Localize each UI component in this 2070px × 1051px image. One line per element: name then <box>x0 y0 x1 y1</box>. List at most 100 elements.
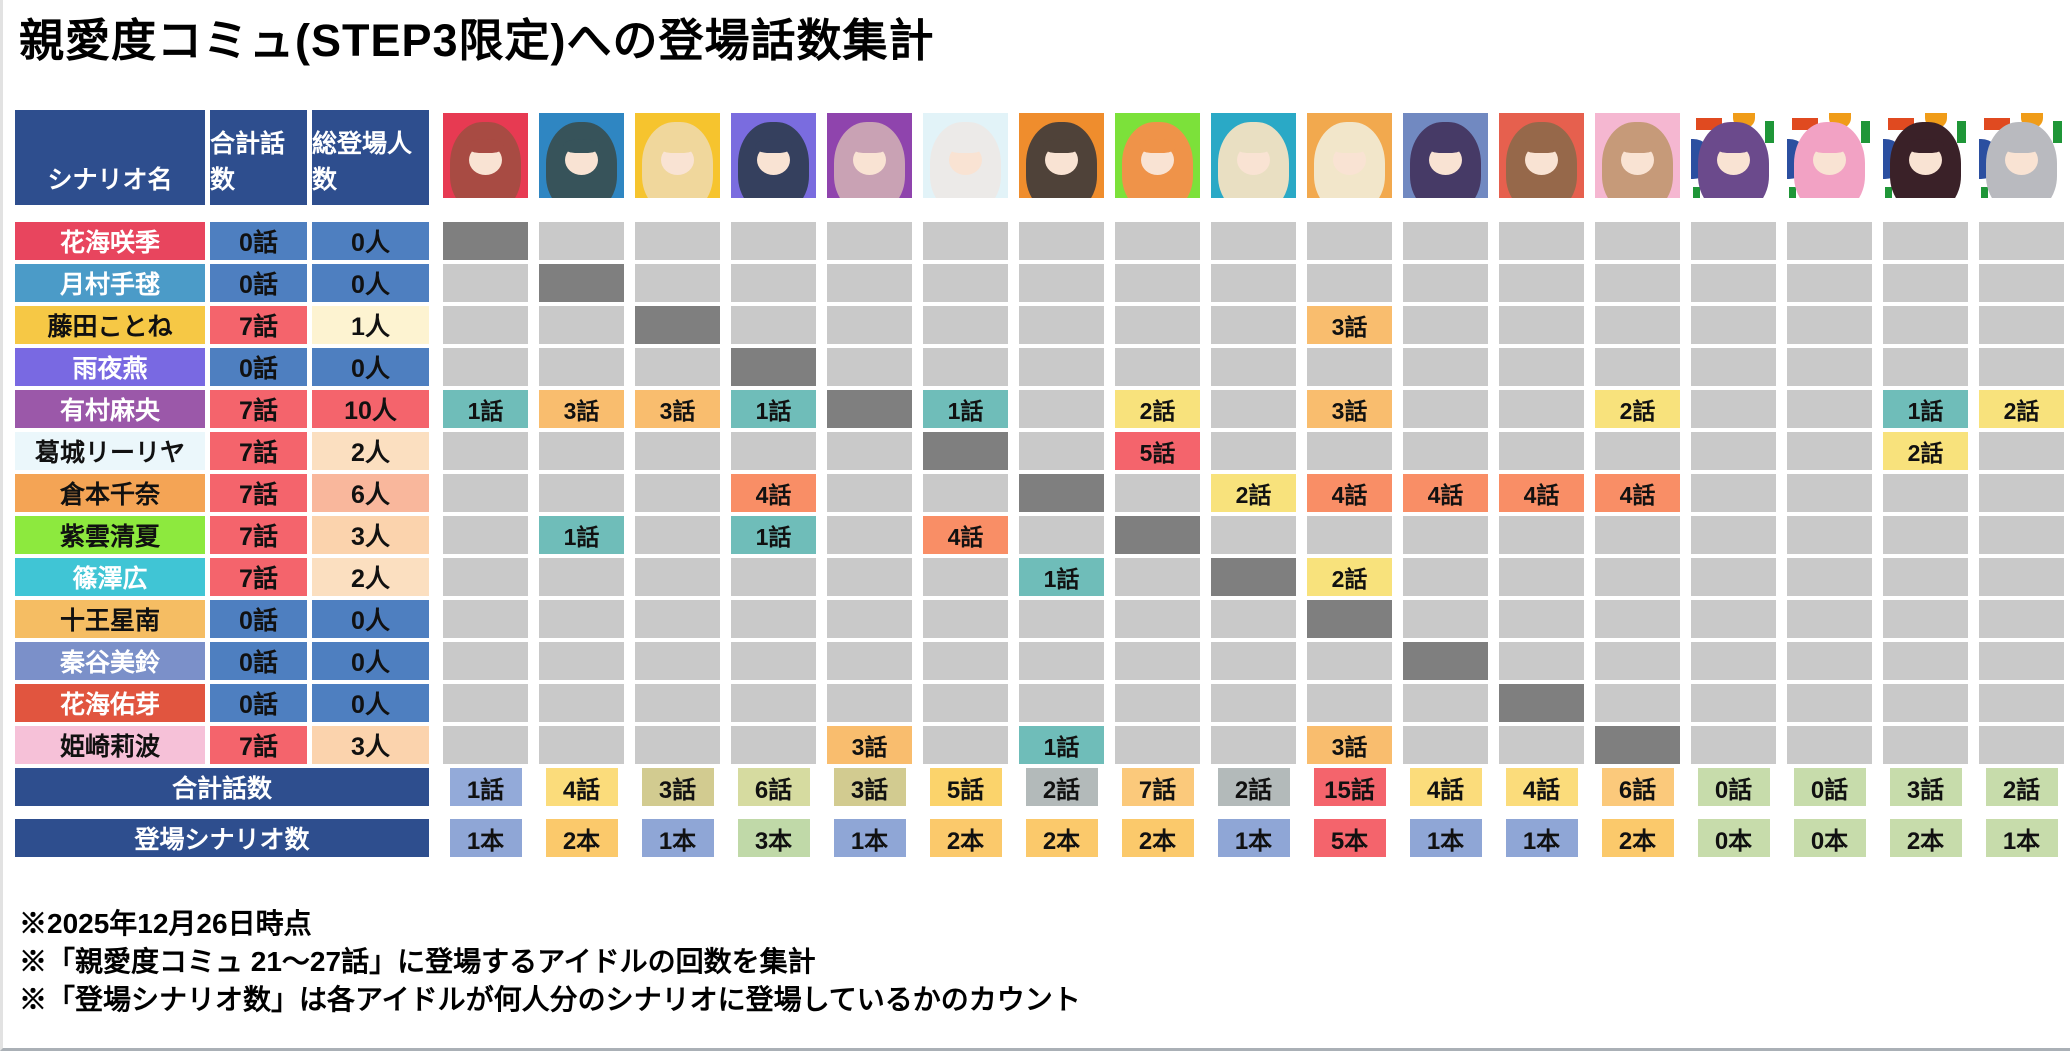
idol-avatar-5 <box>827 110 912 205</box>
total-slot: 15話 <box>1307 768 1392 806</box>
self-cell <box>1403 642 1488 680</box>
column-total-scenarios-cell: 1本 <box>1505 819 1578 857</box>
column-total-scenarios-cell: 2本 <box>1601 819 1674 857</box>
scenario-name-cell: 花海咲季 <box>15 222 205 260</box>
bangs-shape <box>2003 139 2040 153</box>
total-slot: 5本 <box>1307 819 1392 857</box>
total-episodes-cell: 0話 <box>210 264 307 302</box>
empty-cell <box>635 432 720 470</box>
total-slot: 4話 <box>539 768 624 806</box>
self-cell <box>1115 516 1200 554</box>
scenario-row: 倉本千奈 7話 6人 4話 2話 4話 4話 4話 4話 <box>15 474 2064 512</box>
empty-cell <box>539 726 624 764</box>
column-total-episodes-cell: 0話 <box>1793 768 1866 806</box>
total-episodes-cell: 0話 <box>210 600 307 638</box>
total-people-cell: 6人 <box>312 474 429 512</box>
empty-cell <box>1979 222 2064 260</box>
column-total-episodes-cell: 3話 <box>1889 768 1962 806</box>
empty-cell <box>1691 474 1776 512</box>
empty-cell <box>1883 474 1968 512</box>
column-total-episodes-cell: 6話 <box>737 768 810 806</box>
column-total-episodes-cell: 0話 <box>1697 768 1770 806</box>
empty-cell <box>1211 432 1296 470</box>
column-total-episodes-cell: 3話 <box>641 768 714 806</box>
total-slot: 0話 <box>1787 768 1872 806</box>
empty-cell <box>443 432 528 470</box>
empty-cell <box>1883 306 1968 344</box>
empty-cell <box>539 474 624 512</box>
avatar-image <box>827 113 912 198</box>
empty-cell <box>1403 264 1488 302</box>
idol-avatar-2 <box>539 110 624 205</box>
empty-cell <box>1307 432 1392 470</box>
scenario-name-cell: 姫崎莉波 <box>15 726 205 764</box>
self-cell <box>731 348 816 386</box>
total-people-cell: 3人 <box>312 516 429 554</box>
empty-cell <box>923 600 1008 638</box>
footnote-line: ※「親愛度コミュ 21〜27話」に登場するアイドルの回数を集計 <box>19 946 816 977</box>
column-total-episodes-cell: 3話 <box>833 768 906 806</box>
total-episodes-cell: 7話 <box>210 474 307 512</box>
scenario-row: 葛城リーリヤ 7話 2人 5話 2話 <box>15 432 2064 470</box>
empty-cell <box>1979 726 2064 764</box>
bangs-shape <box>1811 139 1848 153</box>
footnotes: ※2025年12月26日時点 ※「親愛度コミュ 21〜27話」に登場するアイドルの… <box>19 905 1081 1019</box>
empty-cell <box>1307 684 1392 722</box>
total-episodes-cell: 7話 <box>210 558 307 596</box>
empty-cell <box>1691 516 1776 554</box>
empty-cell <box>731 306 816 344</box>
empty-cell <box>1787 642 1872 680</box>
total-slot: 1本 <box>1403 819 1488 857</box>
empty-cell <box>1211 222 1296 260</box>
total-people-cell: 0人 <box>312 264 429 302</box>
empty-cell <box>1595 642 1680 680</box>
avatar-image <box>1883 113 1968 198</box>
empty-cell <box>1787 474 1872 512</box>
total-slot: 4話 <box>1403 768 1488 806</box>
total-slot: 1本 <box>827 819 912 857</box>
appearance-cell: 2話 <box>1595 390 1680 428</box>
empty-cell <box>1019 642 1104 680</box>
empty-cell <box>827 264 912 302</box>
empty-cell <box>1979 264 2064 302</box>
column-total-episodes-cell: 2話 <box>1985 768 2058 806</box>
total-episodes-cell: 7話 <box>210 432 307 470</box>
empty-cell <box>1499 726 1584 764</box>
appearance-matrix: シナリオ名 合計話数 総登場人数 花海咲季 0話 0人 月村手毬 0話 0人 藤田ことね 7話 1人 3… <box>15 110 2064 870</box>
empty-cell <box>1787 306 1872 344</box>
empty-cell <box>923 558 1008 596</box>
empty-cell <box>1691 726 1776 764</box>
idol-avatar-12 <box>1499 110 1584 205</box>
self-cell <box>1595 726 1680 764</box>
idol-avatar-16 <box>1883 110 1968 205</box>
empty-cell <box>1019 432 1104 470</box>
empty-cell <box>1787 390 1872 428</box>
empty-cell <box>1691 432 1776 470</box>
empty-cell <box>1403 390 1488 428</box>
idol-avatar-11 <box>1403 110 1488 205</box>
total-people-cell: 0人 <box>312 600 429 638</box>
avatar-image <box>1787 113 1872 198</box>
total-episodes-header: 合計話数 <box>210 110 307 205</box>
avatar-image <box>923 113 1008 198</box>
empty-cell <box>1979 432 2064 470</box>
empty-cell <box>1595 684 1680 722</box>
empty-cell <box>1019 600 1104 638</box>
empty-cell <box>923 726 1008 764</box>
empty-cell <box>1403 516 1488 554</box>
empty-cell <box>1307 516 1392 554</box>
scenario-name-cell: 雨夜燕 <box>15 348 205 386</box>
empty-cell <box>1691 264 1776 302</box>
empty-cell <box>1499 600 1584 638</box>
self-cell <box>1211 558 1296 596</box>
empty-cell <box>827 222 912 260</box>
empty-cell <box>1595 306 1680 344</box>
avatar-image <box>1691 113 1776 198</box>
idol-avatar-4 <box>731 110 816 205</box>
empty-cell <box>1211 390 1296 428</box>
appearance-cell: 4話 <box>731 474 816 512</box>
appearance-cell: 5話 <box>1115 432 1200 470</box>
empty-cell <box>443 726 528 764</box>
appearance-cell: 1話 <box>539 516 624 554</box>
column-total-episodes-cell: 15話 <box>1313 768 1386 806</box>
